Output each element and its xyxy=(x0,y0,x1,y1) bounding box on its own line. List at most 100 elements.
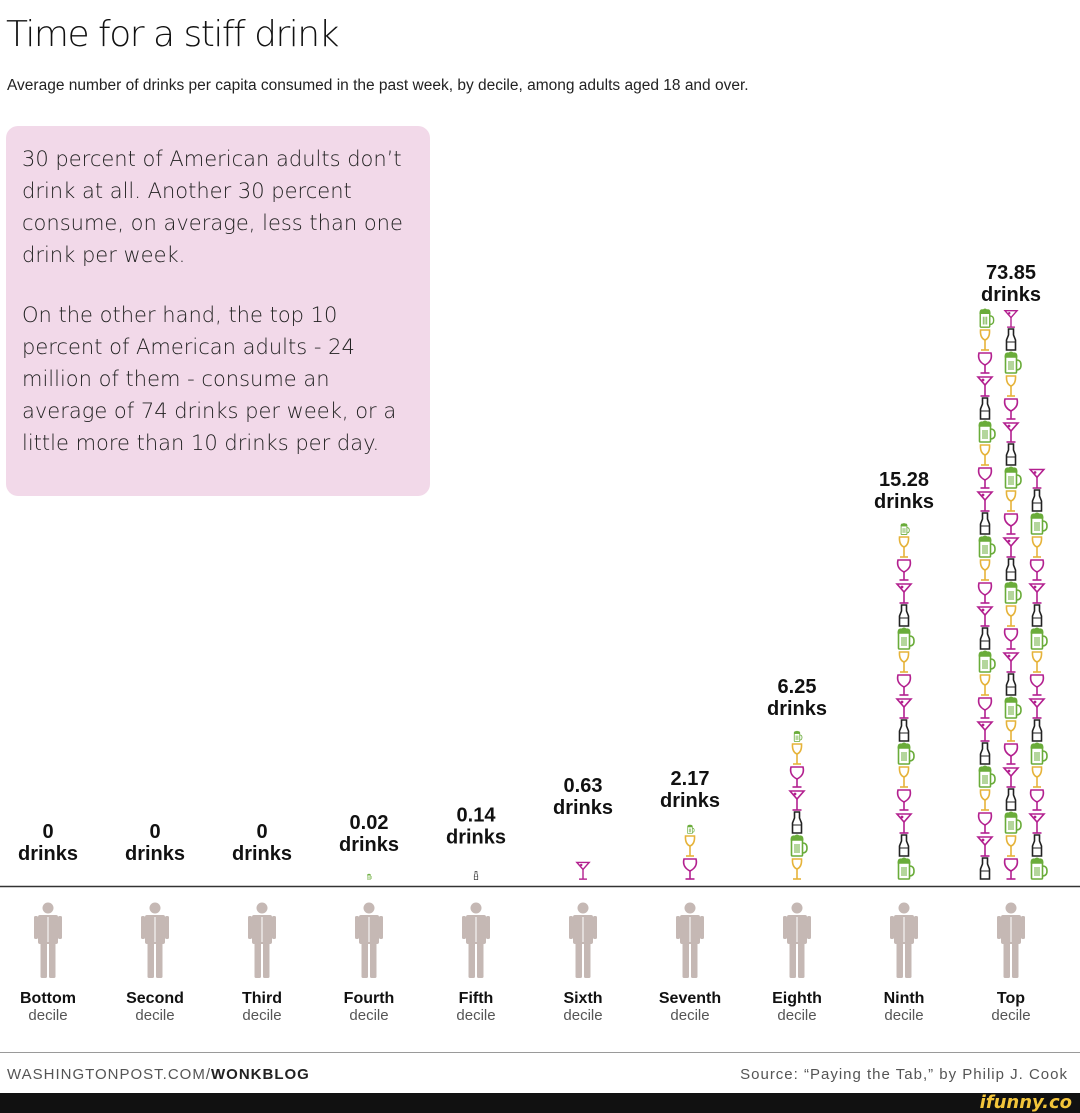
decile-name-label: Third xyxy=(242,990,282,1007)
decile-word-label: decile xyxy=(991,1007,1030,1024)
drink-icon-bottle xyxy=(1031,489,1043,512)
decile-word-label: decile xyxy=(135,1007,174,1024)
footer-divider xyxy=(0,1052,1080,1053)
drink-icon-wine xyxy=(977,812,993,834)
value-unit-label: drinks xyxy=(18,843,78,865)
drink-icon-beer xyxy=(1004,581,1022,604)
person-icon xyxy=(676,902,704,978)
drink-icon-bottle xyxy=(1005,673,1017,696)
drink-icon-martini xyxy=(1002,422,1020,443)
decile-word-label: decile xyxy=(884,1007,923,1024)
drink-icon-bottle xyxy=(979,397,991,420)
chart-title: Time for a stiff drink xyxy=(6,14,339,55)
value-label: 73.85 xyxy=(986,262,1036,284)
value-label: 0.63 xyxy=(564,775,603,797)
drink-icon-glass xyxy=(791,858,803,880)
drink-icon-beer xyxy=(978,535,996,558)
drink-icon-bottle xyxy=(1031,834,1043,857)
drink-icon-beer xyxy=(897,857,915,880)
decile-name-label: Bottom xyxy=(20,990,76,1007)
drink-icon-glass xyxy=(898,766,910,788)
drink-icon-bottle xyxy=(979,627,991,650)
drink-icon-glass xyxy=(1005,490,1017,512)
drink-icon-glass xyxy=(979,329,991,351)
decile-name-label: Ninth xyxy=(884,990,925,1007)
drink-icon-bottle xyxy=(1005,788,1017,811)
drink-icon-bottle-partial xyxy=(473,871,479,880)
value-label: 0.14 xyxy=(457,805,497,827)
drink-icon-beer xyxy=(897,627,915,650)
drink-icon-wine xyxy=(1003,398,1019,420)
drink-icon-glass xyxy=(1005,835,1017,857)
drink-icon-beer-partial xyxy=(979,308,995,328)
person-icon xyxy=(355,902,383,978)
decile-name-label: Sixth xyxy=(563,990,602,1007)
drink-icon-martini xyxy=(976,376,994,397)
decile-word-label: decile xyxy=(456,1007,495,1024)
value-unit-label: drinks xyxy=(125,843,185,865)
drink-icon-beer xyxy=(790,834,808,857)
footer-credit: WASHINGTONPOST.COM/WONKBLOG xyxy=(7,1066,310,1083)
drink-icon-glass xyxy=(1031,536,1043,558)
drink-icon-glass xyxy=(1005,605,1017,627)
drink-icon-wine xyxy=(896,674,912,696)
value-unit-label: drinks xyxy=(446,827,506,849)
drink-icon-wine xyxy=(977,582,993,604)
drink-icon-beer xyxy=(978,765,996,788)
drink-icon-beer xyxy=(1030,627,1048,650)
drink-icon-beer xyxy=(1030,857,1048,880)
drink-icon-wine xyxy=(977,467,993,489)
decile-word-label: decile xyxy=(563,1007,602,1024)
drink-icon-bottle xyxy=(979,742,991,765)
drink-icon-bottle xyxy=(1005,443,1017,466)
person-icon xyxy=(34,902,62,978)
drink-icon-beer-partial xyxy=(793,730,803,742)
value-unit-label: drinks xyxy=(660,790,720,812)
drink-icon-bottle xyxy=(1005,558,1017,581)
drink-icon-martini-partial xyxy=(575,861,591,880)
drink-icon-glass xyxy=(979,789,991,811)
decile-word-label: decile xyxy=(28,1007,67,1024)
drink-icon-bottle xyxy=(979,512,991,535)
drink-icon-martini xyxy=(976,606,994,627)
drink-icon-beer-partial xyxy=(900,523,910,535)
drink-icon-martini xyxy=(976,836,994,857)
drink-icon-beer xyxy=(1004,351,1022,374)
drink-icon-wine xyxy=(1003,628,1019,650)
drink-icon-bottle xyxy=(791,811,803,834)
value-label: 15.28 xyxy=(879,469,929,491)
drink-icon-martini xyxy=(788,790,806,811)
decile-name-label: Second xyxy=(126,990,184,1007)
drink-icon-beer xyxy=(978,420,996,443)
drink-icon-wine xyxy=(1029,559,1045,581)
drink-icon-bottle xyxy=(979,857,991,880)
person-icon xyxy=(890,902,918,978)
drink-icon-bottle xyxy=(898,719,910,742)
drink-icon-beer xyxy=(1030,512,1048,535)
callout-paragraph-2: On the other hand, the top 10 percent of… xyxy=(22,303,397,455)
drink-icon-glass xyxy=(1031,651,1043,673)
drink-icon-wine xyxy=(1003,743,1019,765)
drink-icon-wine xyxy=(1003,858,1019,880)
callout-box: 30 percent of American adults don’t drin… xyxy=(6,126,430,496)
drink-icon-glass xyxy=(979,559,991,581)
decile-word-label: decile xyxy=(777,1007,816,1024)
decile-name-label: Seventh xyxy=(659,990,721,1007)
value-unit-label: drinks xyxy=(981,284,1041,306)
value-label: 2.17 xyxy=(671,768,710,790)
decile-word-label: decile xyxy=(670,1007,709,1024)
value-unit-label: drinks xyxy=(874,491,934,513)
value-unit-label: drinks xyxy=(339,834,399,856)
drink-icon-wine xyxy=(789,766,805,788)
drink-icon-wine xyxy=(977,352,993,374)
drink-icon-martini xyxy=(1002,537,1020,558)
value-label: 0 xyxy=(256,821,267,843)
drink-icon-wine xyxy=(1003,513,1019,535)
drink-icon-glass xyxy=(1005,375,1017,397)
person-icon xyxy=(997,902,1025,978)
chart-subtitle: Average number of drinks per capita cons… xyxy=(7,77,749,94)
drink-icon-beer-partial xyxy=(687,824,695,834)
bottom-bar: ifunny.co xyxy=(0,1093,1080,1113)
drink-icon-glass xyxy=(898,536,910,558)
drink-icon-martini xyxy=(1028,583,1046,604)
